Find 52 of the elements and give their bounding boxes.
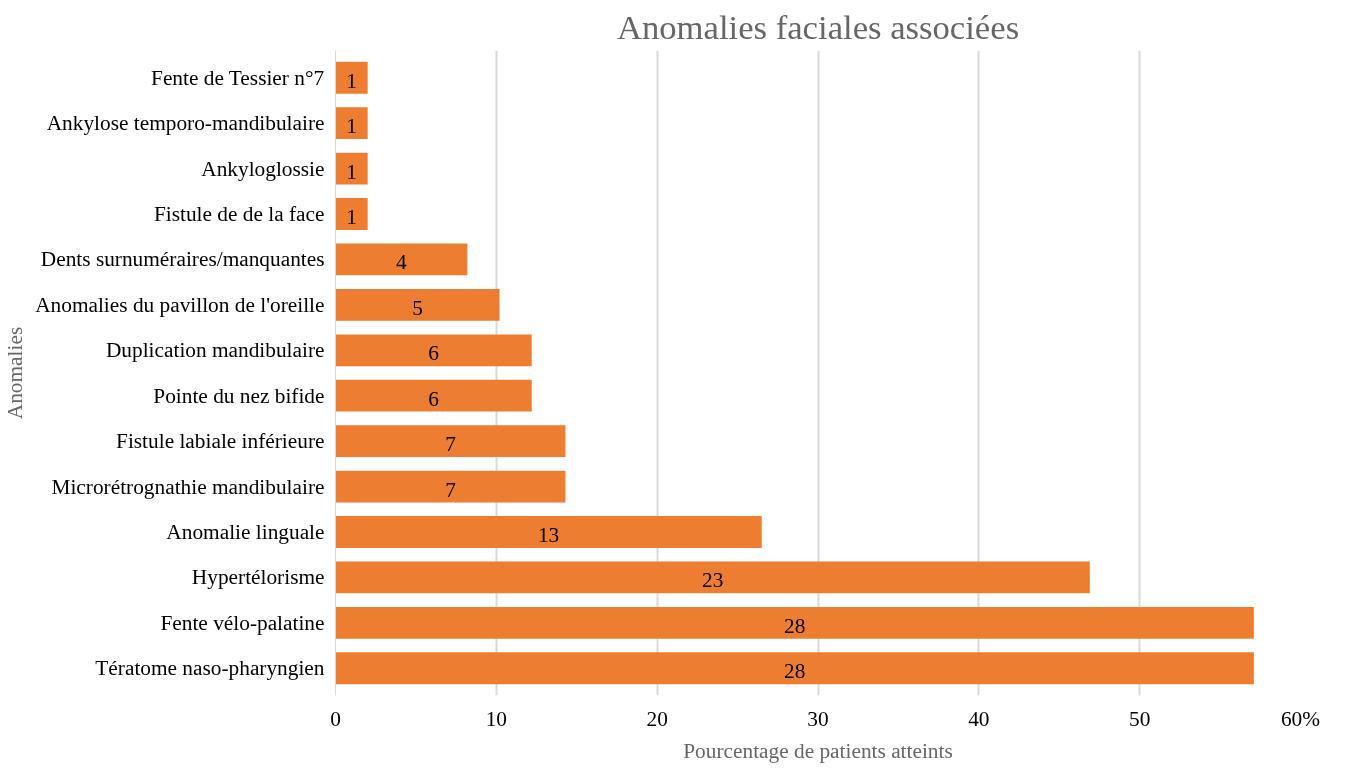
y-tick-label: Anomalie linguale: [166, 519, 325, 544]
annotation: 28: [784, 659, 806, 684]
bar: [335, 288, 500, 321]
bar: [335, 470, 566, 503]
annotation: 1: [346, 114, 357, 139]
annotation: 13: [537, 522, 560, 547]
annotation: 28: [784, 613, 806, 638]
bar: [335, 425, 566, 458]
y-tick-label: Pointe du nez bifide: [153, 383, 325, 408]
y-tick-label: Fente vélo-palatine: [160, 610, 325, 635]
x-tick-label: 40: [968, 706, 990, 731]
annotation: 6: [428, 341, 440, 366]
y-tick-label: Duplication mandibulaire: [105, 338, 325, 363]
bar: [335, 152, 368, 185]
bar: [335, 243, 468, 276]
chart-title: Anomalies faciales associées: [616, 7, 1020, 46]
bar: [335, 652, 1254, 685]
bar: [335, 606, 1254, 639]
annotation: 7: [445, 432, 457, 457]
y-tick-label: Fistule labiale inférieure: [116, 429, 325, 454]
y-tick-label: Fente de Tessier n°7: [151, 65, 325, 90]
annotation: 5: [412, 295, 423, 320]
y-tick-label: Ankylose temporo-mandibulaire: [46, 111, 325, 136]
annotation: 23: [701, 568, 724, 593]
y-tick-label: Fistule de de la face: [153, 202, 325, 227]
annotation: 1: [346, 159, 357, 184]
bar: [335, 107, 368, 140]
y-tick-label: Microrétrognathie mandibulaire: [51, 474, 325, 499]
bar: [335, 379, 532, 412]
annotation: 4: [396, 250, 408, 275]
y-axis-title: Anomalies: [3, 326, 28, 420]
y-tick-label: Hypertélorisme: [191, 565, 325, 590]
x-tick-label: 0: [330, 706, 341, 731]
annotation: 6: [428, 386, 440, 411]
x-tick-label: 50: [1129, 706, 1151, 731]
bar: [335, 516, 762, 548]
x-axis-title: Pourcentage de patients atteints: [683, 738, 953, 763]
bar: [335, 198, 368, 230]
annotation: 1: [346, 68, 357, 93]
x-tick-label: 60%: [1280, 706, 1321, 731]
y-tick-label: Dents surnuméraires/manquantes: [40, 247, 325, 272]
x-tick-label: 10: [485, 706, 507, 731]
x-tick-label: 30: [807, 706, 829, 731]
bar: [335, 561, 1090, 594]
bar: [335, 61, 368, 94]
y-tick-label: Tératome naso-pharyngien: [95, 656, 325, 681]
annotation: 1: [346, 205, 357, 230]
y-tick-label: Anomalies du pavillon de l'oreille: [35, 292, 325, 317]
bar: [335, 334, 532, 367]
x-tick-label: 20: [646, 706, 668, 731]
y-tick-label: Ankyloglossie: [201, 156, 325, 181]
annotation: 7: [445, 477, 457, 502]
